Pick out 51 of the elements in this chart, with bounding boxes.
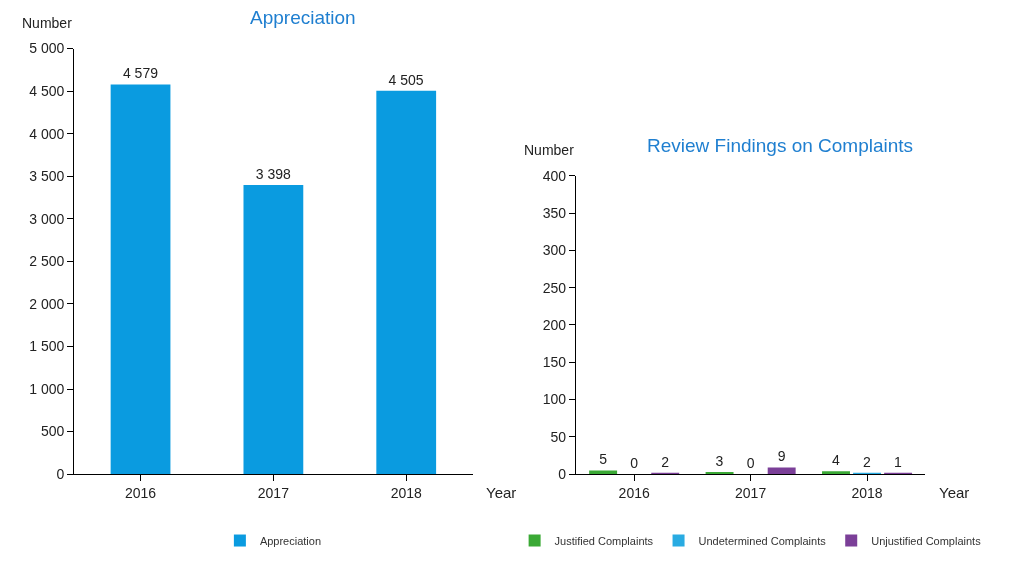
y-tick-label: 0 [56,466,65,483]
x-tick-label: 2017 [257,484,290,501]
y-tick-label: 4 000 [29,125,65,142]
data-label: 3 [715,452,724,469]
x-tick-label: 2018 [851,484,883,501]
x-tick-label: 2016 [124,484,157,501]
y-tick-label: 2 500 [29,253,65,270]
x-tick-label: 2016 [618,484,650,501]
y-axis-title: Number [524,142,575,158]
data-label: 5 [599,451,608,468]
y-tick-label: 3 500 [29,168,65,185]
y-tick-label: 2 000 [29,295,65,312]
y-tick-label: 350 [542,204,567,221]
y-tick-label: 3 000 [29,210,65,227]
y-tick-label: 400 [542,167,567,184]
chart-title: Review Findings on Complaints [647,135,914,156]
bar [110,84,171,475]
legend-label: Justified Complaints [554,534,654,547]
y-tick-label: 50 [550,428,567,445]
data-label: 3 398 [255,165,291,182]
data-label: 2 [661,453,670,470]
y-tick-label: 250 [542,279,567,296]
data-label: 2 [863,453,872,470]
y-tick-label: 500 [40,423,65,440]
x-axis-title: Year [486,484,517,501]
y-tick-label: 0 [558,466,567,483]
data-label: 1 [894,453,903,470]
chart-title: Appreciation [250,7,356,28]
x-tick-label: 2018 [390,484,422,501]
y-tick-label: 1 500 [29,338,65,355]
legend-label: Unjustified Complaints [871,534,982,547]
data-label: 4 [832,452,841,469]
y-tick-label: 100 [542,391,567,408]
data-label: 4 579 [122,65,159,82]
y-tick-label: 1 000 [29,380,65,397]
y-tick-label: 200 [542,316,567,333]
bar [376,90,437,475]
y-tick-label: 5 000 [29,40,65,57]
data-label: 4 505 [388,71,424,88]
legend-label: Undetermined Complaints [698,534,827,547]
data-label: 0 [630,455,639,472]
x-axis-title: Year [939,484,970,501]
data-label: 0 [746,455,755,472]
y-tick-label: 300 [542,242,567,259]
bar [243,184,304,475]
y-tick-label: 150 [542,354,567,371]
legend-label: Appreciation [259,534,322,547]
y-tick-label: 4 500 [29,83,65,100]
x-tick-label: 2017 [735,484,767,501]
y-axis-title: Number [22,15,73,31]
data-label: 9 [777,448,786,465]
